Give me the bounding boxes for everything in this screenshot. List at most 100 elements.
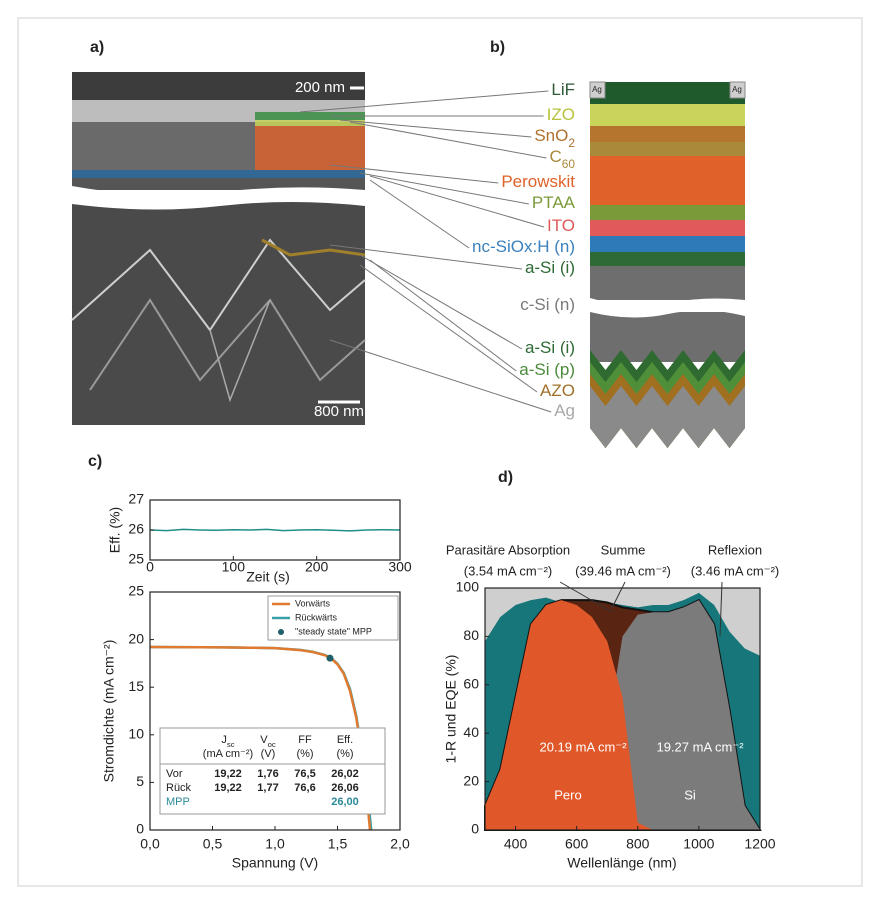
layer-label-main: a-Si (i) — [525, 338, 575, 357]
annotation-arrow — [611, 581, 626, 609]
x-tick-label: 2,0 — [390, 836, 410, 852]
leader-line — [339, 119, 532, 138]
y-tick-label: 20 — [128, 630, 144, 646]
x-tick-label: 100 — [222, 559, 246, 575]
y-tick-label: 25 — [128, 551, 144, 567]
frame — [17, 17, 863, 887]
table-cell: 1,77 — [257, 782, 278, 794]
layer-label: C60 — [549, 147, 575, 171]
layer-label: PTAA — [532, 193, 576, 212]
y-tick-label: 80 — [463, 627, 479, 643]
y-tick-label: 27 — [128, 491, 144, 507]
x-tick-label: 0 — [146, 559, 154, 575]
x-tick-label: 1,0 — [265, 836, 285, 852]
layer-label-main: a-Si (i) — [525, 258, 575, 277]
area — [485, 600, 760, 830]
table-header-main: Eff. — [337, 734, 353, 746]
annotation-value: (39.46 mA cm⁻²) — [575, 563, 671, 578]
marker — [326, 654, 334, 662]
leader-line — [359, 264, 538, 393]
x-tick-label: 400 — [504, 836, 528, 852]
y-axis-label: 1-R und EQE (%) — [443, 655, 459, 764]
area-label: Pero — [554, 787, 581, 802]
y-tick-label: 15 — [128, 678, 144, 694]
table-cell: 26,02 — [331, 768, 359, 780]
annotation: Parasitäre Absorption — [446, 542, 570, 557]
panel-label: a) — [90, 39, 104, 56]
zigzag-layer — [590, 386, 745, 448]
layer-label: SnO2 — [534, 126, 575, 150]
x-axis-label: Spannung (V) — [232, 855, 318, 871]
table-frame — [159, 727, 386, 815]
table-cell: 76,5 — [294, 768, 315, 780]
annotation: Reflexion — [708, 542, 762, 557]
leader-line — [349, 121, 547, 159]
layer-label-main: AZO — [540, 381, 575, 400]
leader-line — [329, 164, 499, 184]
y-tick-label: 60 — [463, 676, 479, 692]
table-header-sub: oc — [268, 740, 276, 749]
layer-label-main: a-Si (p) — [519, 360, 575, 379]
layer-stack — [589, 81, 746, 362]
y-axis-label: Eff. (%) — [107, 507, 123, 553]
panel-label: d) — [498, 469, 513, 486]
layer-label: ITO — [547, 216, 575, 235]
layer-label-main: C — [549, 147, 561, 166]
y-tick-label: 40 — [463, 724, 479, 740]
leader-line — [359, 172, 529, 205]
y-tick-label: 26 — [128, 521, 144, 537]
leader-line — [369, 259, 517, 372]
table-header-unit: (%) — [296, 748, 313, 760]
layer-label-main: Ag — [554, 401, 575, 420]
layer-label: a-Si (i) — [525, 258, 575, 277]
annotation-arrow — [719, 581, 723, 637]
layer-label-main: LiF — [551, 80, 575, 99]
x-tick-label: 600 — [565, 836, 589, 852]
layer-label: Perowskit — [501, 172, 575, 191]
table-cell: 19,22 — [214, 782, 242, 794]
table-row-name: Rück — [166, 782, 192, 794]
x-tick-label: 0,0 — [140, 836, 160, 852]
layer-label-main: Perowskit — [501, 172, 575, 191]
table-cell: 1,76 — [257, 768, 278, 780]
panel-label: c) — [88, 453, 102, 470]
layer-label-main: nc-SiOx:H (n) — [472, 237, 575, 256]
table-header-unit: (mA cm⁻²) — [203, 748, 253, 760]
table-header-sub: sc — [227, 740, 235, 749]
x-axis-label: Wellenlänge (nm) — [567, 855, 676, 871]
y-tick-label: 100 — [456, 579, 480, 595]
layer-label-sub: 2 — [568, 136, 575, 150]
y-tick-label: 0 — [136, 821, 144, 837]
leader-line — [369, 179, 470, 249]
layer-label: Ag — [554, 401, 575, 420]
leader-line — [329, 244, 522, 270]
table-cell: 26,00 — [331, 796, 359, 808]
layer-label-main: ITO — [547, 216, 575, 235]
table-row-name: Vor — [166, 768, 183, 780]
x-tick-label: 300 — [388, 559, 412, 575]
table-header-main: J — [221, 734, 227, 746]
table-header: Eff. — [337, 734, 353, 746]
leader-line — [329, 339, 552, 413]
contact-label: Ag — [592, 85, 602, 94]
y-tick-label: 25 — [128, 583, 144, 599]
annotation-arrow — [559, 581, 613, 613]
legend-label: "steady state" MPP — [295, 626, 372, 636]
layer-label: LiF — [551, 80, 575, 99]
legend-marker — [278, 629, 284, 635]
table-cell: 19,22 — [214, 768, 242, 780]
layer-label-sub: 60 — [562, 157, 576, 171]
y-tick-label: 0 — [471, 821, 479, 837]
sem-image — [71, 72, 366, 425]
y-tick-label: 20 — [463, 772, 479, 788]
area-label: 20.19 mA cm⁻² — [539, 739, 627, 754]
area-label: 19.27 mA cm⁻² — [656, 739, 744, 754]
contact-label: Ag — [732, 85, 742, 94]
layer-label: nc-SiOx:H (n) — [472, 237, 575, 256]
x-tick-label: 1000 — [683, 836, 714, 852]
x-tick-label: 1,5 — [328, 836, 348, 852]
scale-label: 200 nm — [295, 79, 345, 96]
table-header: Jsc — [221, 734, 234, 749]
layer-label: a-Si (p) — [519, 360, 575, 379]
